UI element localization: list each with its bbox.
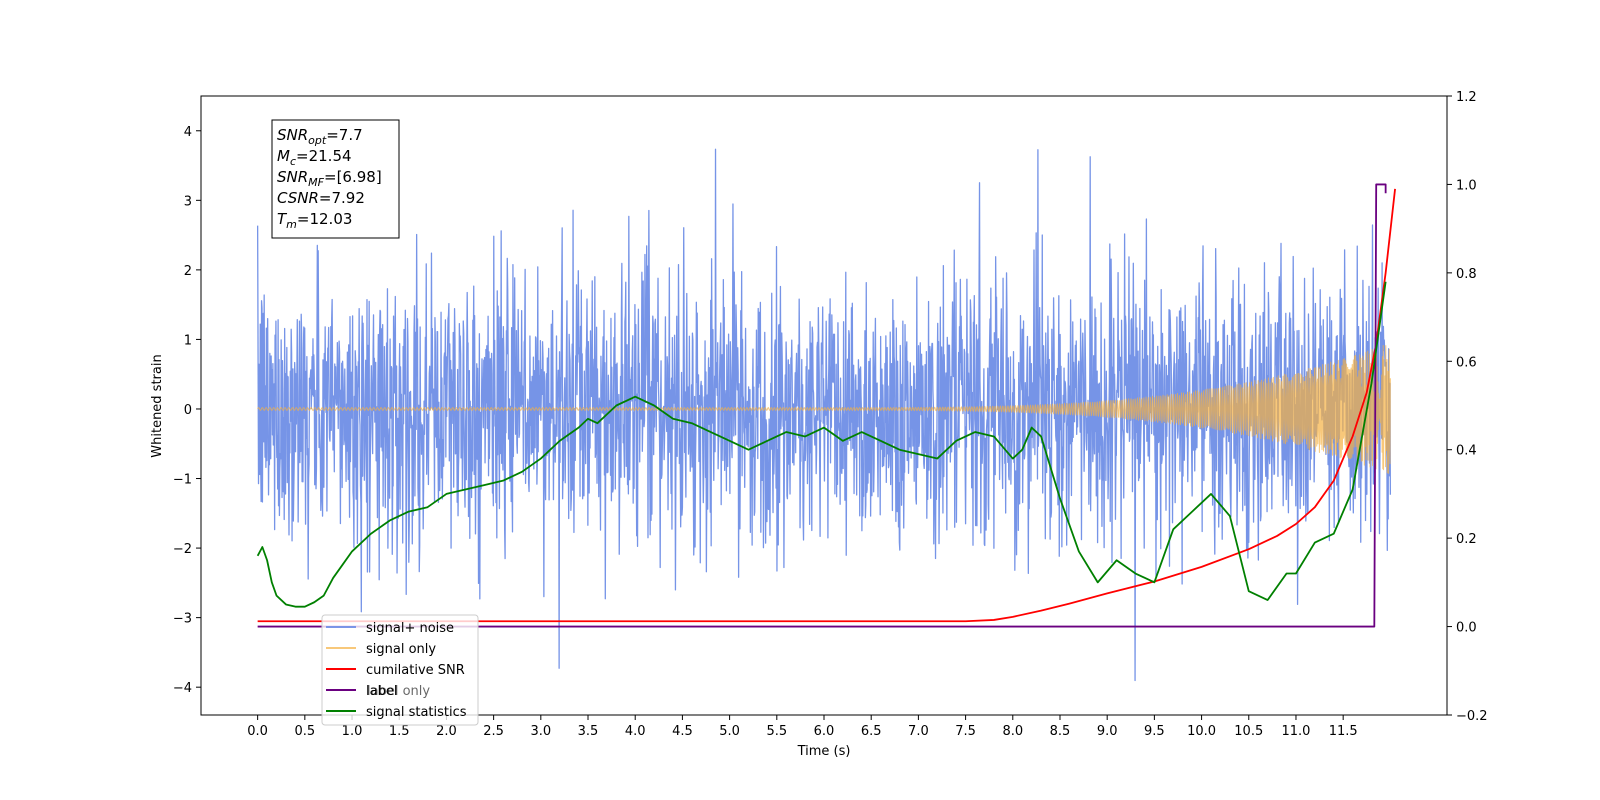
y-right-tick-label: 0.2 xyxy=(1456,532,1477,547)
legend-label: signal statistics xyxy=(366,705,467,720)
legend-label: signal+ noise xyxy=(366,621,454,636)
legend: label only signal+ noise signal only cumila… xyxy=(321,614,479,726)
y-axis-left-label: Whitened strain xyxy=(150,354,165,457)
y-left-tick-label: −2 xyxy=(173,542,192,557)
series-line-cumilative-snr xyxy=(257,188,1396,623)
legend-entry: signal+ noise xyxy=(326,621,454,636)
legend-ghost-text: label only xyxy=(367,684,430,699)
plot-area xyxy=(256,148,1396,682)
annotation-line: SNRopt=7.7 xyxy=(277,126,363,147)
y-right-tick-label: 0.0 xyxy=(1456,621,1477,636)
legend-label: label xyxy=(366,684,397,699)
legend-frame xyxy=(321,614,479,726)
x-tick-label: 6.5 xyxy=(861,724,882,739)
y-left-tick-label: −3 xyxy=(173,612,192,627)
y-right-tick-label: 1.2 xyxy=(1456,90,1477,105)
x-tick-label: 0.0 xyxy=(247,724,268,739)
x-tick-label: 2.0 xyxy=(436,724,457,739)
annotation-line: SNRMF=[6.98] xyxy=(277,168,382,189)
x-tick-label: 5.0 xyxy=(719,724,740,739)
x-tick-label: 9.5 xyxy=(1144,724,1165,739)
y-axis-right: −0.2 0.0 0.2 0.4 0.6 0.8 1.0 1.2 xyxy=(1447,90,1488,724)
y-axis-left: −4 −3 −2 −1 0 1 2 3 4 xyxy=(173,125,201,696)
y-left-tick-label: −4 xyxy=(173,681,192,696)
x-tick-label: 1.0 xyxy=(342,724,363,739)
annotation-frame xyxy=(271,119,400,239)
y-right-tick-label: 0.6 xyxy=(1456,355,1477,370)
x-tick-label: 4.5 xyxy=(672,724,693,739)
x-axis: 0.0 0.5 1.0 1.5 2.0 2.5 3.0 3.5 4.0 4.5 5.0 5.5 6.0 6… xyxy=(247,715,1358,739)
x-tick-label: 6.0 xyxy=(814,724,835,739)
x-tick-label: 4.0 xyxy=(625,724,646,739)
y-right-tick-label: −0.2 xyxy=(1456,709,1488,724)
x-tick-label: 0.5 xyxy=(294,724,315,739)
x-tick-label: 5.5 xyxy=(766,724,787,739)
y-left-tick-label: −1 xyxy=(173,473,192,488)
x-axis-label: Time (s) xyxy=(797,744,851,759)
x-tick-label: 11.0 xyxy=(1281,724,1310,739)
y-left-tick-label: 0 xyxy=(184,403,192,418)
x-tick-label: 7.5 xyxy=(955,724,976,739)
series-line-signal-statistics xyxy=(256,281,1387,608)
y-left-tick-label: 2 xyxy=(184,264,192,279)
x-tick-label: 8.0 xyxy=(1002,724,1023,739)
series-line-signal-only xyxy=(257,345,1391,474)
x-tick-label: 10.0 xyxy=(1187,724,1216,739)
y-right-tick-label: 1.0 xyxy=(1456,178,1477,193)
x-tick-label: 1.5 xyxy=(389,724,410,739)
legend-entry: label xyxy=(326,684,397,699)
legend-entry: signal only xyxy=(326,642,436,657)
x-tick-label: 11.5 xyxy=(1329,724,1358,739)
y-left-tick-label: 4 xyxy=(184,125,192,140)
legend-label: signal only xyxy=(366,642,436,657)
legend-entry: cumilative SNR xyxy=(326,663,465,678)
series-line-label xyxy=(257,183,1387,628)
x-tick-label: 8.5 xyxy=(1050,724,1071,739)
annotation-line: Mc=21.54 xyxy=(277,147,352,168)
x-tick-label: 2.5 xyxy=(483,724,504,739)
x-tick-label: 10.5 xyxy=(1234,724,1263,739)
x-tick-label: 3.5 xyxy=(578,724,599,739)
x-tick-label: 7.0 xyxy=(908,724,929,739)
annotation-line: CSNR=7.92 xyxy=(277,189,365,207)
legend-entry: signal statistics xyxy=(326,705,467,720)
x-tick-label: 9.0 xyxy=(1097,724,1118,739)
legend-label: cumilative SNR xyxy=(366,663,465,678)
y-left-tick-label: 1 xyxy=(184,333,192,348)
y-left-tick-label: 3 xyxy=(184,194,192,209)
x-tick-label: 3.0 xyxy=(530,724,551,739)
annotation-line: Tm=12.03 xyxy=(277,210,352,231)
y-right-tick-label: 0.4 xyxy=(1456,444,1477,459)
y-right-tick-label: 0.8 xyxy=(1456,267,1477,282)
